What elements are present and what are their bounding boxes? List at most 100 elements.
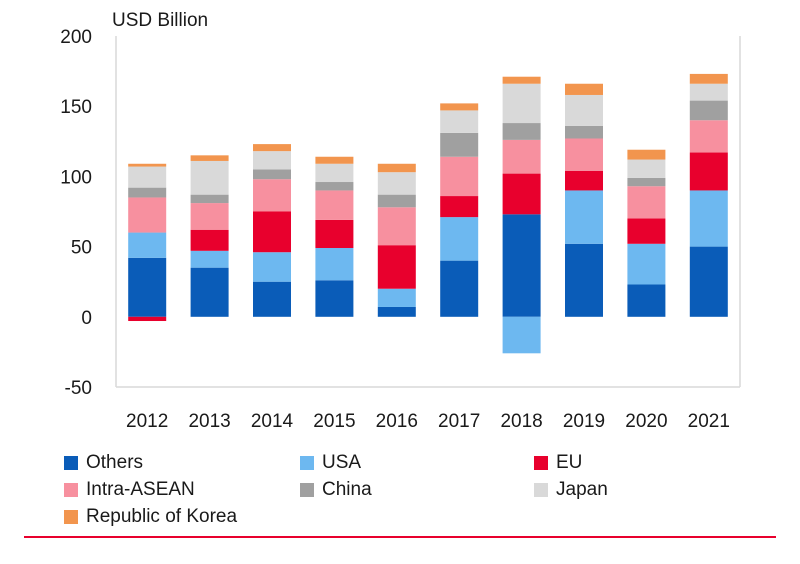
bar-segment-republic-of-korea-2017 bbox=[440, 103, 479, 111]
legend-swatch bbox=[300, 456, 314, 470]
bar-segment-republic-of-korea-2013 bbox=[190, 155, 229, 161]
bar-segment-intra-asean-2018 bbox=[502, 139, 541, 174]
bar-segment-japan-2020 bbox=[627, 159, 666, 178]
bar-segment-eu-2019 bbox=[565, 170, 603, 191]
footer-divider bbox=[24, 536, 776, 538]
bar-segment-china-2021 bbox=[689, 100, 728, 121]
bar-segment-intra-asean-2021 bbox=[689, 120, 728, 153]
y-tick-label: 100 bbox=[60, 167, 92, 188]
bar-segment-others-2018 bbox=[502, 214, 541, 317]
bar-segment-china-2014 bbox=[253, 169, 291, 180]
bar-segment-china-2015 bbox=[315, 182, 354, 191]
bar-segment-others-2017 bbox=[440, 260, 479, 317]
bar-segment-intra-asean-2020 bbox=[627, 186, 666, 219]
bar-segment-others-2016 bbox=[377, 306, 416, 317]
bar-segment-intra-asean-2014 bbox=[253, 179, 291, 212]
legend-item-intra-asean: Intra-ASEAN bbox=[64, 477, 195, 503]
x-axis: 2012 2013 2014 2015 2016 2017 2018 2019 2020 2021 bbox=[126, 411, 730, 432]
bar-segment-eu-2015 bbox=[315, 219, 354, 249]
bar-segment-eu-2018 bbox=[502, 173, 541, 215]
legend-label: Japan bbox=[556, 479, 608, 500]
bar-segment-japan-2012 bbox=[128, 166, 167, 188]
bar-segment-republic-of-korea-2018 bbox=[502, 76, 541, 84]
bar-segment-china-2012 bbox=[128, 187, 167, 198]
legend-item-china: China bbox=[300, 477, 372, 503]
bar-segment-intra-asean-2015 bbox=[315, 190, 354, 220]
x-tick-label: 2013 bbox=[188, 411, 230, 432]
bar-segment-eu-2012 bbox=[128, 316, 167, 322]
bar-segment-japan-2013 bbox=[190, 160, 229, 195]
y-tick-label: 0 bbox=[81, 308, 92, 329]
bar-segment-others-2012 bbox=[128, 257, 167, 317]
x-tick-label: 2012 bbox=[126, 411, 168, 432]
y-tick-label: -50 bbox=[65, 378, 92, 399]
bar-segment-usa-2012 bbox=[128, 232, 167, 258]
bar-segment-usa-2021 bbox=[689, 190, 728, 247]
bar-segment-usa-2019 bbox=[565, 190, 603, 244]
bar-segment-republic-of-korea-2012 bbox=[128, 163, 167, 167]
bar-segment-republic-of-korea-2014 bbox=[253, 144, 291, 152]
bar-segment-china-2020 bbox=[627, 177, 666, 187]
bar-segment-china-2017 bbox=[440, 132, 479, 157]
legend-swatch bbox=[534, 456, 548, 470]
legend-item-japan: Japan bbox=[534, 477, 608, 503]
bar-segment-others-2019 bbox=[565, 243, 603, 317]
legend-label: Intra-ASEAN bbox=[86, 479, 195, 500]
x-tick-label: 2019 bbox=[563, 411, 605, 432]
bar-segment-intra-asean-2013 bbox=[190, 203, 229, 230]
bar-segment-republic-of-korea-2016 bbox=[377, 163, 416, 173]
x-tick-label: 2014 bbox=[251, 411, 294, 432]
bar-segment-usa-2015 bbox=[315, 248, 354, 281]
bar-segment-others-2014 bbox=[253, 281, 291, 317]
y-tick-label: 50 bbox=[71, 238, 92, 259]
legend-swatch bbox=[534, 483, 548, 497]
bar-segment-others-2013 bbox=[190, 267, 229, 317]
bar-segment-japan-2021 bbox=[689, 83, 728, 101]
bar-segment-republic-of-korea-2020 bbox=[627, 149, 666, 160]
y-tick-label: 200 bbox=[60, 27, 92, 48]
bars bbox=[128, 73, 728, 354]
x-tick-label: 2018 bbox=[500, 411, 542, 432]
legend-label: China bbox=[322, 479, 372, 500]
bar-segment-republic-of-korea-2021 bbox=[689, 73, 728, 84]
bar-segment-eu-2013 bbox=[190, 229, 229, 251]
bar-segment-china-2019 bbox=[565, 125, 603, 139]
bar-segment-intra-asean-2012 bbox=[128, 197, 167, 233]
bar-segment-others-2015 bbox=[315, 280, 354, 317]
bar-segment-intra-asean-2017 bbox=[440, 156, 479, 197]
bar-segment-usa-2017 bbox=[440, 217, 479, 261]
x-tick-label: 2021 bbox=[688, 411, 730, 432]
bar-segment-usa-2018 bbox=[502, 316, 541, 354]
legend-item-usa: USA bbox=[300, 450, 361, 476]
bar-segment-republic-of-korea-2015 bbox=[315, 156, 354, 164]
bar-segment-japan-2018 bbox=[502, 83, 541, 124]
y-axis-unit-label: USD Billion bbox=[112, 10, 208, 31]
legend-label: EU bbox=[556, 452, 583, 473]
x-tick-label: 2020 bbox=[625, 411, 667, 432]
y-tick-label: 150 bbox=[60, 97, 92, 118]
bar-segment-china-2018 bbox=[502, 123, 541, 140]
bar-segment-eu-2021 bbox=[689, 152, 728, 191]
bar-segment-japan-2017 bbox=[440, 110, 479, 133]
legend-label: Republic of Korea bbox=[86, 506, 238, 527]
legend-item-eu: EU bbox=[534, 450, 582, 476]
y-axis: -50 0 50 100 150 200 bbox=[60, 27, 92, 399]
bar-segment-eu-2016 bbox=[377, 245, 416, 289]
legend-item-republic-of-korea: Republic of Korea bbox=[64, 504, 237, 530]
x-tick-label: 2015 bbox=[313, 411, 355, 432]
stacked-bar-chart: -50 0 50 100 150 200 2012 2013 2014 2015 2016 2017… bbox=[60, 10, 741, 432]
bar-segment-intra-asean-2019 bbox=[565, 138, 603, 171]
bar-segment-japan-2019 bbox=[565, 94, 603, 126]
bar-segment-eu-2020 bbox=[627, 218, 666, 244]
bar-segment-japan-2016 bbox=[377, 172, 416, 195]
legend-item-others: Others bbox=[64, 450, 143, 476]
bar-segment-china-2013 bbox=[190, 194, 229, 204]
x-tick-label: 2017 bbox=[438, 411, 480, 432]
bar-segment-others-2021 bbox=[689, 246, 728, 317]
legend-label: USA bbox=[322, 452, 362, 473]
bar-segment-eu-2017 bbox=[440, 196, 479, 218]
plot-area bbox=[115, 36, 741, 388]
bar-segment-republic-of-korea-2019 bbox=[565, 83, 603, 95]
bar-segment-usa-2016 bbox=[377, 288, 416, 307]
bar-segment-china-2016 bbox=[377, 194, 416, 208]
